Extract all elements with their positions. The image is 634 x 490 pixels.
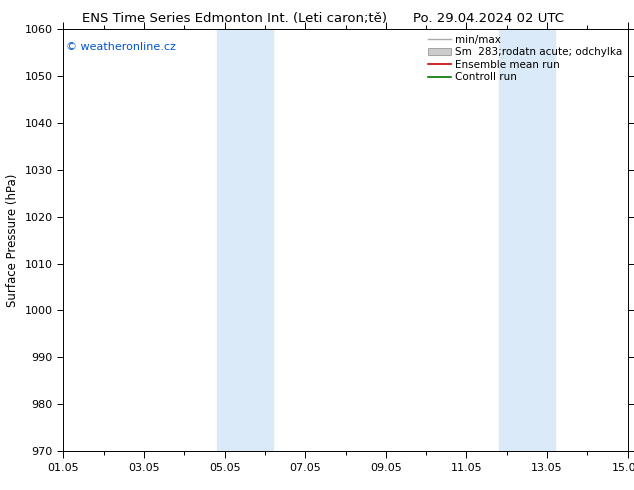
Y-axis label: Surface Pressure (hPa): Surface Pressure (hPa) [6, 173, 19, 307]
Text: ENS Time Series Edmonton Int. (Leti caron;tě): ENS Time Series Edmonton Int. (Leti caro… [82, 12, 387, 25]
Legend: min/max, Sm  283;rodatn acute; odchylka, Ensemble mean run, Controll run: min/max, Sm 283;rodatn acute; odchylka, … [426, 32, 624, 84]
Bar [499, 29, 555, 451]
Text: Po. 29.04.2024 02 UTC: Po. 29.04.2024 02 UTC [413, 12, 564, 25]
Text: © weatheronline.cz: © weatheronline.cz [66, 42, 176, 52]
Bar [217, 29, 273, 451]
